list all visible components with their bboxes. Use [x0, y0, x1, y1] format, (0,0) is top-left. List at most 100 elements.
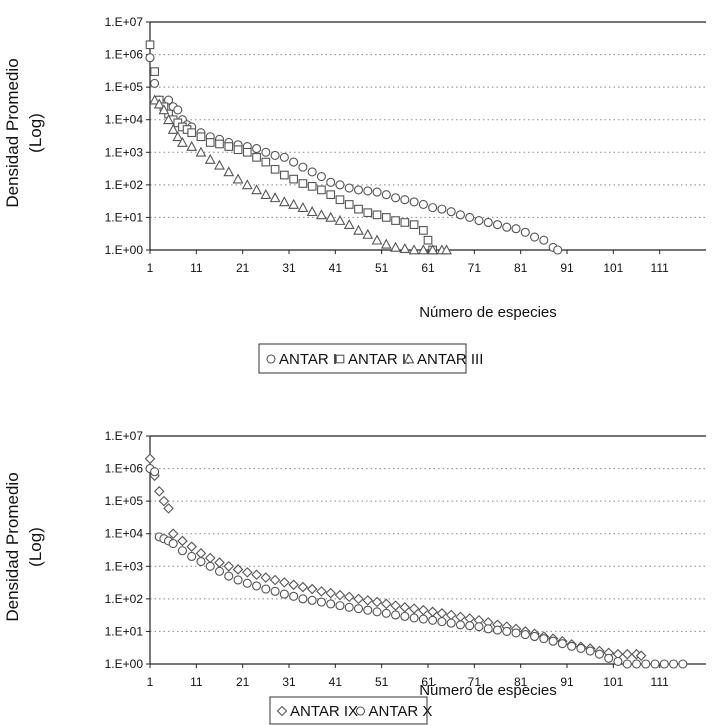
- y-axis-label-line1: Densidad Promedio: [3, 472, 22, 621]
- data-point: [288, 579, 299, 591]
- data-point: [158, 495, 170, 507]
- data-point: [678, 659, 688, 669]
- data-point: [307, 595, 317, 605]
- data-point: [391, 610, 401, 620]
- y-tick-label: 1.E+07: [105, 429, 144, 443]
- data-point: [153, 486, 165, 497]
- data-point: [196, 556, 206, 567]
- y-axis-label-line2: (Log): [26, 113, 45, 153]
- data-point: [223, 561, 235, 572]
- data-point: [428, 615, 438, 625]
- x-tick-label: 101: [603, 261, 623, 275]
- data-point: [483, 624, 493, 634]
- data-point: [530, 631, 540, 642]
- data-point: [669, 659, 679, 669]
- data-point: [223, 166, 235, 177]
- data-point: [252, 581, 262, 591]
- data-point: [539, 235, 549, 245]
- y-axis-label-line2: (Log): [26, 527, 45, 567]
- data-point: [280, 170, 289, 180]
- data-point: [279, 589, 289, 599]
- data-point: [441, 244, 452, 255]
- legend-marker: [266, 354, 276, 364]
- data-point: [502, 222, 512, 232]
- data-point: [269, 574, 281, 586]
- data-point: [511, 224, 521, 234]
- data-point: [261, 584, 271, 594]
- data-point: [650, 659, 660, 669]
- data-point: [150, 78, 160, 88]
- x-tick-label: 51: [375, 261, 389, 275]
- data-point: [353, 224, 364, 235]
- data-point: [622, 659, 632, 669]
- data-point: [391, 193, 401, 203]
- data-point: [204, 552, 216, 564]
- y-tick-label: 1.E+03: [105, 559, 144, 573]
- y-axis-label: Densidad Promedio (Log): [3, 58, 45, 207]
- data-point: [427, 244, 439, 255]
- data-point: [163, 114, 174, 125]
- data-point: [576, 643, 586, 654]
- data-point: [242, 567, 253, 578]
- data-point: [390, 600, 401, 611]
- data-point: [153, 98, 165, 109]
- data-point: [635, 650, 647, 661]
- data-point: [326, 599, 336, 609]
- x-tick-label: 21: [236, 675, 250, 689]
- data-point: [399, 242, 411, 254]
- data-point: [144, 453, 156, 465]
- x-tick-label: 91: [560, 675, 574, 689]
- y-tick-label: 1.E+06: [105, 48, 144, 62]
- data-point: [195, 146, 207, 157]
- chart-panel-2: 1.E+00 1.E+01 1.E+02 1.E+03 1.E+04 1.E+05 1.E+…: [3, 429, 706, 725]
- data-point: [417, 244, 429, 255]
- data-point: [391, 216, 400, 225]
- data-point: [317, 185, 326, 195]
- data-point: [325, 211, 337, 222]
- data-point: [428, 203, 438, 213]
- series-antar-iii: [149, 94, 452, 255]
- data-point: [251, 569, 262, 581]
- data-point: [409, 613, 419, 623]
- data-point: [241, 179, 253, 190]
- data-point: [613, 656, 623, 666]
- legend-label: ANTAR IX: [290, 703, 358, 720]
- y-tick-label: 1.E+02: [105, 178, 144, 192]
- data-point: [548, 636, 558, 646]
- data-point: [553, 245, 563, 255]
- data-point: [224, 571, 234, 581]
- data-point: [167, 528, 179, 539]
- data-point: [269, 192, 281, 203]
- y-tick-label: 1.E+07: [105, 15, 144, 29]
- data-point: [150, 67, 159, 76]
- data-point: [306, 583, 318, 595]
- y-tick-label: 1.E+05: [105, 80, 144, 94]
- data-point: [326, 190, 336, 200]
- data-point: [390, 241, 401, 252]
- x-tick-label: 1: [147, 675, 154, 689]
- data-point: [187, 551, 197, 562]
- data-point: [381, 598, 392, 610]
- data-point: [335, 180, 345, 190]
- legend-marker: [403, 353, 415, 364]
- data-point: [344, 183, 354, 193]
- data-point: [408, 603, 420, 614]
- data-point: [316, 597, 326, 607]
- data-point: [445, 609, 457, 621]
- data-point: [380, 238, 392, 249]
- data-point: [167, 123, 179, 134]
- data-point: [437, 204, 447, 214]
- data-point: [362, 228, 374, 239]
- data-point: [158, 104, 170, 115]
- x-tick-label: 91: [560, 261, 574, 275]
- data-point: [557, 639, 567, 649]
- x-tick-label: 31: [282, 261, 296, 275]
- y-tick-label: 1.E+04: [105, 113, 144, 127]
- data-point: [205, 561, 215, 571]
- data-point: [354, 204, 363, 214]
- data-point: [297, 581, 309, 593]
- data-point: [344, 602, 354, 612]
- data-point: [270, 586, 280, 596]
- data-point: [362, 595, 374, 606]
- data-point: [567, 641, 577, 651]
